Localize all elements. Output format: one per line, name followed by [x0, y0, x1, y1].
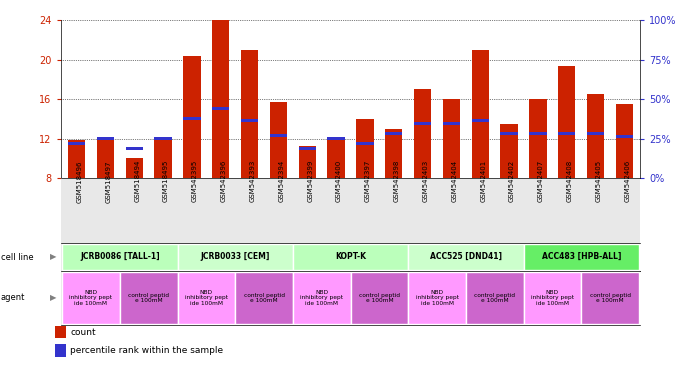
Bar [184, 56, 201, 178]
Bar [408, 272, 466, 324]
Bar [581, 272, 639, 324]
Bar [212, 20, 229, 178]
Text: ACC483 [HPB-ALL]: ACC483 [HPB-ALL] [542, 252, 621, 261]
Bar [299, 147, 316, 150]
Text: NBD
inhibitory pept
ide 100mM: NBD inhibitory pept ide 100mM [70, 290, 112, 306]
Text: control peptid
e 100mM: control peptid e 100mM [128, 293, 169, 303]
Bar [293, 272, 351, 324]
Text: ACC525 [DND41]: ACC525 [DND41] [430, 252, 502, 261]
Bar [299, 146, 316, 178]
Bar [529, 132, 546, 135]
Text: GSM542400: GSM542400 [336, 160, 342, 202]
Bar [97, 137, 114, 178]
Text: GSM542393: GSM542393 [250, 160, 255, 202]
Text: GSM542394: GSM542394 [279, 160, 284, 202]
Text: JCRB0086 [TALL-1]: JCRB0086 [TALL-1] [80, 252, 159, 261]
Text: control peptid
e 100mM: control peptid e 100mM [244, 293, 284, 303]
Bar [120, 272, 177, 324]
Bar [356, 142, 373, 145]
Text: KOPT-K: KOPT-K [335, 252, 366, 261]
Bar [443, 122, 460, 125]
Bar [524, 272, 581, 324]
Text: GSM542397: GSM542397 [365, 160, 371, 202]
Text: GSM518496: GSM518496 [77, 160, 83, 202]
Bar [351, 272, 408, 324]
Bar [615, 135, 633, 138]
Text: GSM542407: GSM542407 [538, 160, 544, 202]
Bar [385, 129, 402, 178]
Bar [524, 244, 639, 270]
Text: GSM542404: GSM542404 [451, 160, 457, 202]
Bar [212, 108, 229, 110]
Text: GSM518497: GSM518497 [106, 160, 111, 202]
Bar [55, 326, 66, 338]
Text: GSM542395: GSM542395 [192, 160, 198, 202]
Text: GSM542398: GSM542398 [394, 160, 400, 202]
Bar [500, 124, 518, 178]
Bar [328, 137, 345, 140]
Text: control peptid
e 100mM: control peptid e 100mM [474, 293, 515, 303]
Bar [241, 119, 258, 122]
Bar [235, 272, 293, 324]
Bar [241, 50, 258, 178]
Bar [184, 118, 201, 120]
Bar [466, 272, 524, 324]
Text: ▶: ▶ [50, 293, 57, 303]
Text: GSM542401: GSM542401 [480, 160, 486, 202]
Bar [472, 119, 489, 122]
Text: agent: agent [1, 293, 25, 303]
Text: NBD
inhibitory pept
ide 100mM: NBD inhibitory pept ide 100mM [185, 290, 228, 306]
Text: GSM542399: GSM542399 [307, 160, 313, 202]
Bar [126, 158, 143, 178]
Bar [472, 50, 489, 178]
Text: GSM542406: GSM542406 [624, 160, 631, 202]
Text: count: count [70, 328, 96, 337]
Bar [500, 132, 518, 135]
Text: cell line: cell line [1, 253, 33, 262]
Text: control peptid
e 100mM: control peptid e 100mM [359, 293, 400, 303]
Bar [126, 147, 143, 150]
Bar [270, 134, 287, 137]
Bar [177, 272, 235, 324]
Text: GSM542402: GSM542402 [509, 160, 515, 202]
Bar [68, 141, 86, 178]
Text: GSM542396: GSM542396 [221, 160, 227, 202]
Bar [55, 344, 66, 356]
Bar [356, 119, 373, 178]
Bar [97, 137, 114, 140]
Text: NBD
inhibitory pept
ide 100mM: NBD inhibitory pept ide 100mM [531, 290, 574, 306]
Text: GSM518494: GSM518494 [135, 160, 140, 202]
Bar [270, 102, 287, 178]
Bar [62, 272, 120, 324]
Text: GSM542408: GSM542408 [566, 160, 573, 202]
Text: NBD
inhibitory pept
ide 100mM: NBD inhibitory pept ide 100mM [415, 290, 459, 306]
Bar [587, 132, 604, 135]
Bar [558, 66, 575, 178]
Text: GSM518495: GSM518495 [163, 160, 169, 202]
Bar [385, 132, 402, 135]
Text: JCRB0033 [CEM]: JCRB0033 [CEM] [201, 252, 270, 261]
Bar [328, 139, 345, 178]
Text: NBD
inhibitory pept
ide 100mM: NBD inhibitory pept ide 100mM [300, 290, 343, 306]
Text: GSM542403: GSM542403 [422, 160, 428, 202]
Bar [177, 244, 293, 270]
Bar [155, 139, 172, 178]
Text: GSM542405: GSM542405 [595, 160, 602, 202]
Bar [615, 104, 633, 178]
Bar [155, 137, 172, 140]
Bar [529, 99, 546, 178]
Bar [414, 89, 431, 178]
Bar [408, 244, 524, 270]
Bar [62, 244, 177, 270]
Bar [293, 244, 408, 270]
Text: percentile rank within the sample: percentile rank within the sample [70, 346, 224, 355]
Text: control peptid
e 100mM: control peptid e 100mM [589, 293, 631, 303]
Bar [558, 132, 575, 135]
Text: ▶: ▶ [50, 253, 57, 262]
Bar [414, 122, 431, 125]
Bar [443, 99, 460, 178]
Bar [68, 142, 86, 145]
Bar [587, 94, 604, 178]
